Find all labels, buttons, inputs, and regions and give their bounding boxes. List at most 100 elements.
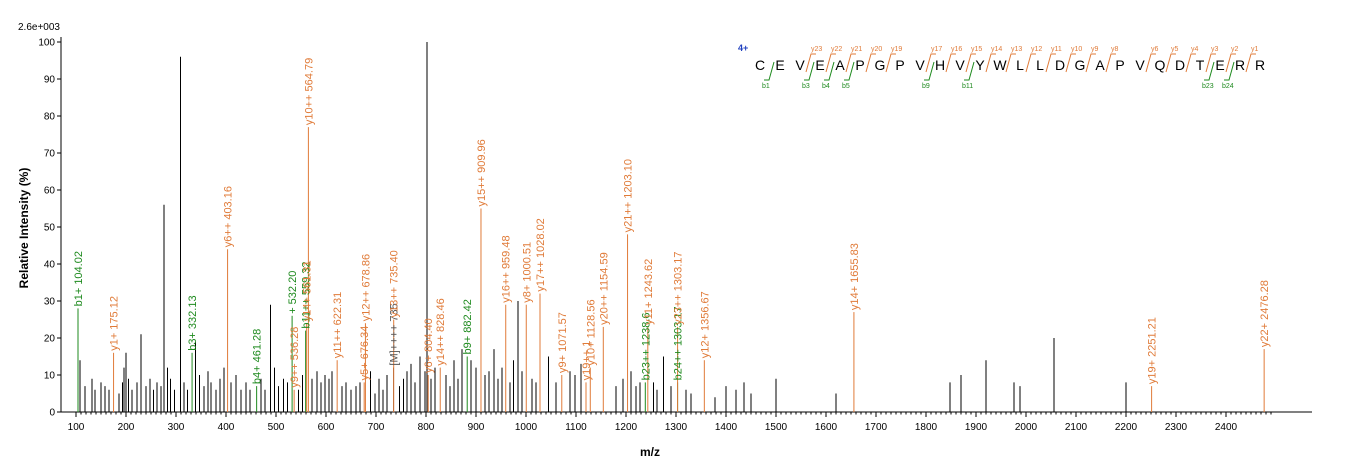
sequence-residue: T [1196, 57, 1205, 73]
b-ion-bracket [1224, 62, 1234, 80]
peak-label: y9+ 1071.57 [557, 312, 569, 373]
peak-label: y10+ 1128.56 [585, 299, 597, 365]
sequence-residue: Y [975, 57, 985, 73]
x-tick-label: 100 [68, 422, 85, 433]
b-ion-bracket [924, 62, 934, 80]
x-axis-title: m/z [640, 445, 660, 459]
peak-label: b1+ 104.02 [73, 251, 85, 306]
sequence-residue: V [1135, 57, 1145, 73]
y-ion-index: y6 [1151, 46, 1159, 53]
b-ion-index: b11 [962, 83, 973, 90]
x-tick-label: 1300 [665, 422, 688, 433]
peak-label: y6+ 804.40 [423, 318, 435, 373]
x-tick-label: 1200 [615, 422, 638, 433]
x-tick-label: 900 [468, 422, 485, 433]
x-tick-label: 2100 [1065, 422, 1088, 433]
x-tick-label: 1100 [565, 422, 587, 433]
x-tick-label: 1500 [765, 422, 788, 433]
peptide-sequence-map: 4+CEVEAPGPVHVYWLLDGAPVQDTERRy23y22y21y20… [738, 43, 1265, 90]
y-ion-index: y16 [951, 46, 962, 53]
y-ion-index: y10 [1071, 46, 1082, 53]
y-tick-label: 100 [38, 38, 55, 49]
peak-label: y13++ 735.40 [389, 250, 401, 317]
x-tick-label: 2000 [1015, 422, 1038, 433]
y-ion-index: y23 [811, 46, 822, 53]
sequence-residue: A [835, 57, 845, 73]
sequence-residue: P [895, 57, 904, 73]
y-ion-index: y22 [831, 46, 842, 53]
peak-label: y9++ 536.28 [289, 327, 301, 388]
sequence-residue: P [855, 57, 864, 73]
y-tick-label: 50 [44, 223, 56, 234]
x-tick-label: 1000 [515, 422, 538, 433]
y-tick-label: 40 [44, 260, 56, 271]
sequence-residue: R [1235, 57, 1245, 73]
x-tick-label: 1700 [865, 422, 888, 433]
y-ion-index: y1 [1251, 46, 1259, 53]
y-tick-label: 30 [44, 297, 56, 308]
peak-label: y16++ 959.48 [501, 235, 513, 302]
peak-label: y10++ 564.79 [303, 58, 315, 125]
b-ion-index: b9 [922, 83, 930, 90]
y-axis-title: Relative Intensity (%) [17, 168, 31, 289]
y-ion-index: y4 [1191, 46, 1199, 53]
x-tick-label: 600 [318, 422, 335, 433]
sequence-residue: H [935, 57, 945, 73]
peak-label: y21++ 1203.10 [623, 159, 635, 232]
peak-label: y15++ 909.96 [476, 139, 488, 206]
b-ion-bracket [764, 62, 774, 80]
x-tick-label: 2400 [1215, 422, 1238, 433]
peak-label: y14+ 561.31 [302, 260, 314, 321]
peak-label: b3+ 332.13 [187, 295, 199, 350]
y-ion-index: y17 [931, 46, 942, 53]
x-tick-label: 2300 [1165, 422, 1188, 433]
y-ion-index: y3 [1211, 46, 1219, 53]
peak-label: y8+ 1000.51 [521, 242, 533, 303]
x-tick-label: 400 [218, 422, 235, 433]
sequence-residue: L [1016, 57, 1024, 73]
b-ion-bracket [964, 62, 974, 80]
x-tick-label: 500 [268, 422, 285, 433]
y-ion-index: y9 [1091, 46, 1099, 53]
b-ion-index: b23 [1202, 83, 1214, 90]
y-ion-bracket [1186, 54, 1196, 72]
y-ion-bracket [1026, 54, 1036, 72]
x-tick-label: 200 [118, 422, 135, 433]
x-tick-label: 1400 [715, 422, 738, 433]
peak-label: y6++ 403.16 [223, 186, 235, 247]
peak-label: y5+ 676.34 [359, 326, 371, 381]
y-ion-index: y19 [891, 46, 902, 53]
y-ion-index: y14 [991, 46, 1002, 53]
peak-label: y14++ 828.46 [435, 298, 447, 365]
mass-spectrum-chart: 2.6e+003 0102030405060708090100100200300… [0, 0, 1362, 473]
peak-label: y23++ 1303.17 [673, 251, 685, 324]
y-ion-index: y12 [1031, 46, 1042, 53]
y-ion-index: y21 [851, 46, 862, 53]
y-ion-index: y15 [971, 46, 982, 53]
b-ion-index: b24 [1222, 83, 1234, 90]
sequence-residue: G [875, 57, 886, 73]
peak-label: y19+ 2251.21 [1147, 317, 1159, 384]
y-tick-label: 60 [44, 186, 56, 197]
peak-label: y12++ 678.86 [360, 254, 372, 321]
sequence-residue: V [955, 57, 965, 73]
sequence-residue: P [1115, 57, 1124, 73]
sequence-residue: R [1255, 57, 1265, 73]
sequence-residue: L [1036, 57, 1044, 73]
y-ion-index: y11 [1051, 46, 1062, 53]
sequence-residue: E [815, 57, 824, 73]
peak-label: y12+ 1356.67 [699, 291, 711, 358]
peak-label: y14+ 1655.83 [849, 243, 861, 310]
y-ion-bracket [1006, 54, 1016, 72]
y-ion-index: y5 [1171, 46, 1179, 53]
peak-label: y11+ 1243.62 [643, 259, 655, 325]
y-tick-label: 90 [44, 75, 56, 86]
b-ion-index: b3 [802, 83, 810, 90]
x-tick-label: 1900 [965, 422, 988, 433]
peak-label: y17++ 1028.02 [535, 218, 547, 291]
peak-label: y20++ 1154.59 [598, 252, 610, 325]
b-ion-index: b1 [762, 83, 770, 90]
y-tick-label: 20 [44, 334, 56, 345]
sequence-residue: Q [1155, 57, 1166, 73]
x-tick-label: 1800 [915, 422, 938, 433]
